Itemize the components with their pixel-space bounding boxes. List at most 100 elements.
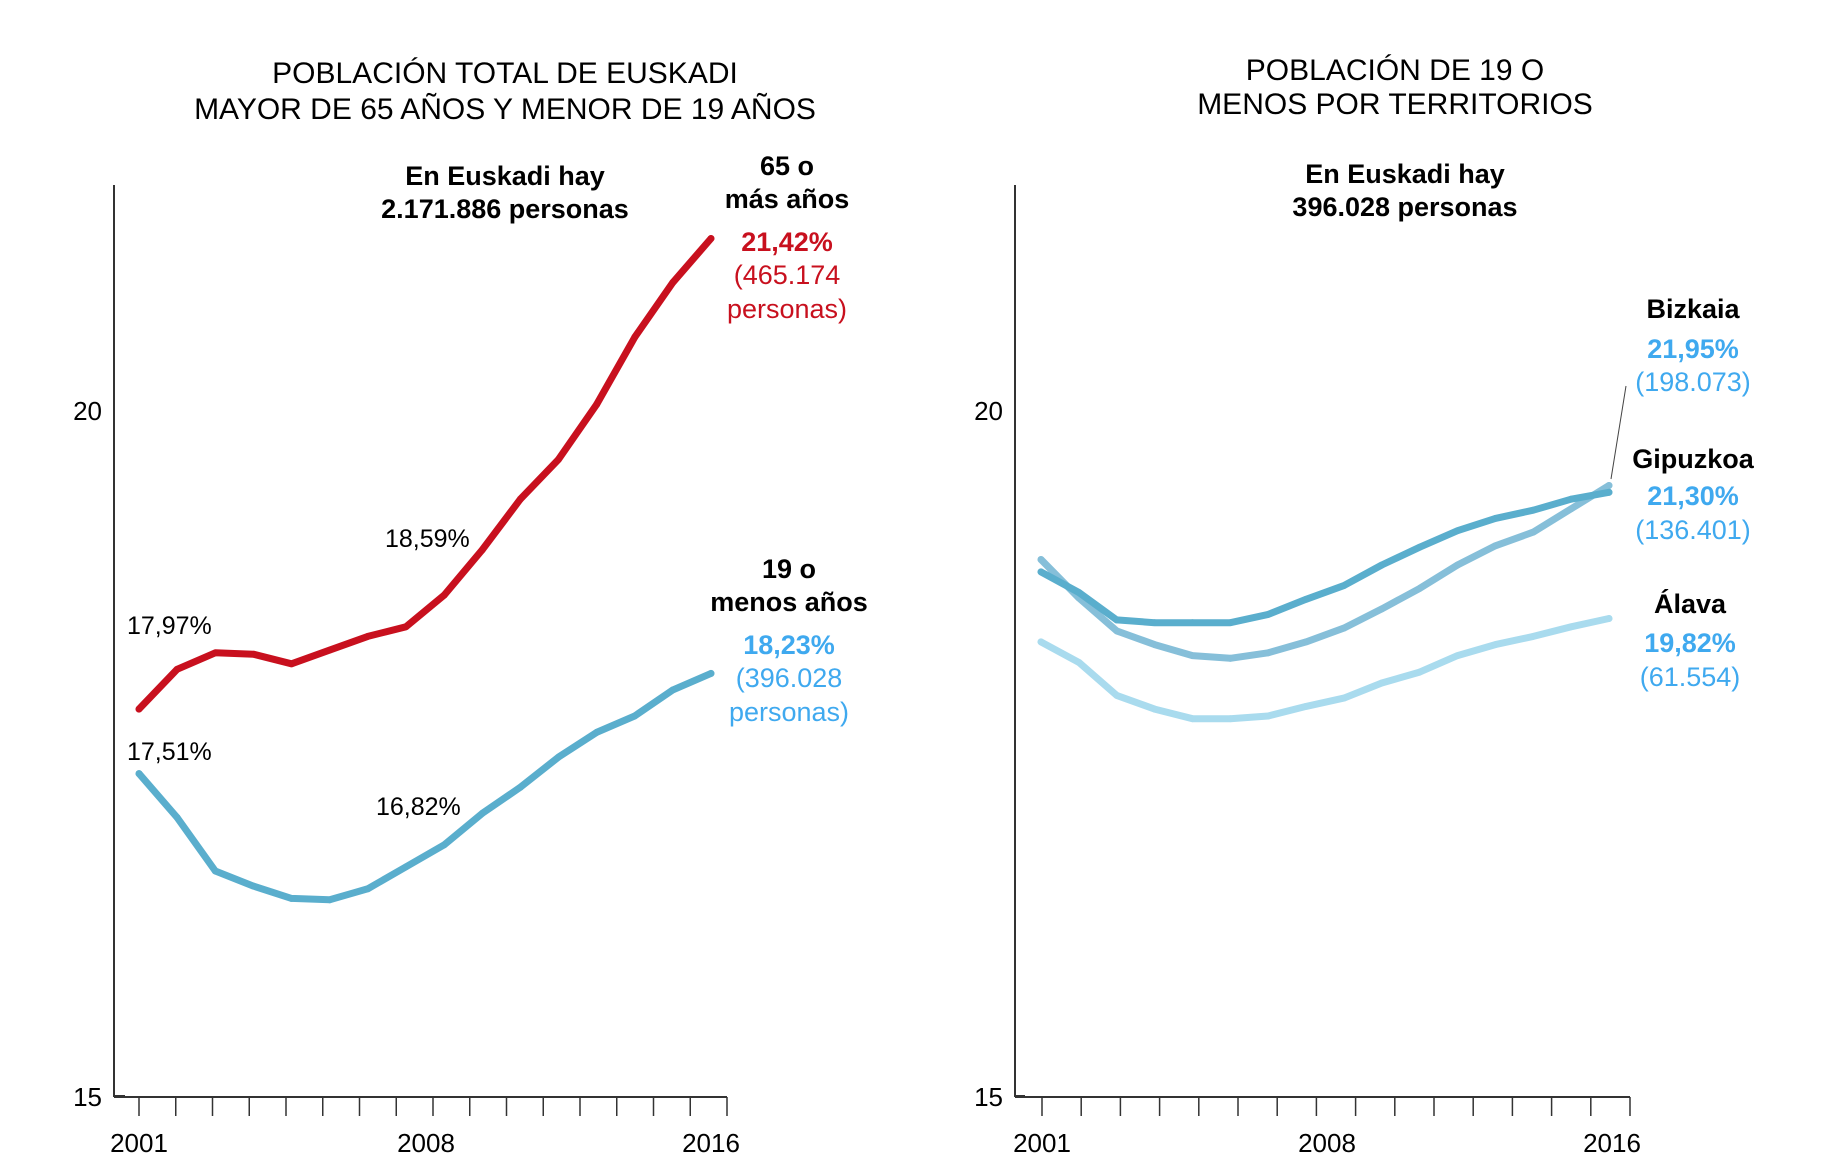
chart-right-x-ticks <box>1041 1097 1631 1116</box>
series-line-alava <box>1037 615 1613 723</box>
data-point-65-o-más-años-2016 <box>707 235 715 242</box>
data-point-gipuzkoa-2006 <box>1226 654 1234 662</box>
data-point-gipuzkoa-2005 <box>1189 652 1196 659</box>
data-point-65-o-más-años-2009 <box>440 591 448 599</box>
data-point-gipuzkoa-2007 <box>1264 649 1272 657</box>
data-point-65-o-más-años-2007 <box>364 632 372 640</box>
data-point-gipuzkoa-2015 <box>1567 505 1575 513</box>
data-point-álava-2014 <box>1529 632 1537 640</box>
data-point-gipuzkoa-2009 <box>1340 624 1348 632</box>
data-point-álava-2003 <box>1113 691 1121 699</box>
series-end-pct-alava: 19,82% <box>1644 628 1736 658</box>
series-end-count-19-line-2: personas) <box>729 697 849 727</box>
data-point-19-o-menos-años-2013 <box>593 729 600 736</box>
data-point-álava-2006 <box>1226 715 1234 723</box>
series-label-65-line-1: 65 o <box>760 151 814 181</box>
series-label-gipuzkoa: Gipuzkoa <box>1632 444 1754 474</box>
chart-right-x-tick-label-2016: 2016 <box>1583 1128 1641 1158</box>
data-point-gipuzkoa-2016 <box>1605 482 1613 489</box>
data-point-19-o-menos-años-2002 <box>173 814 181 821</box>
data-point-19-o-menos-años-2005 <box>288 895 295 902</box>
data-point-álava-2002 <box>1075 659 1083 666</box>
chart-right-title-line-2: MENOS POR TERRITORIOS <box>1197 88 1593 121</box>
chart-right-x-tick-label-2001: 2001 <box>1013 1128 1071 1158</box>
data-point-bizkaia-2015 <box>1567 495 1575 503</box>
series-end-count-65-line-1: (465.174 <box>734 260 841 290</box>
chart-left-y-tick-label-20: 20 <box>73 396 102 426</box>
data-point-19-o-menos-años-2014 <box>631 712 639 720</box>
chart-left-title-line-1: POBLACIÓN TOTAL DE EUSKADI <box>272 57 738 90</box>
data-point-álava-2010 <box>1378 679 1386 687</box>
data-point-álava-2005 <box>1189 715 1196 723</box>
series-label-65-line-2: más años <box>725 184 850 214</box>
chart-left-x-tick-label-2001: 2001 <box>110 1128 168 1158</box>
data-point-bizkaia-2012 <box>1454 527 1461 535</box>
data-point-álava-2007 <box>1264 712 1272 720</box>
chart-left-y-tick-label-15: 15 <box>73 1082 102 1112</box>
data-point-gipuzkoa-2008 <box>1302 638 1310 646</box>
data-point-bizkaia-2013 <box>1492 514 1499 522</box>
data-point-19-o-menos-años-2001 <box>135 770 143 777</box>
data-point-álava-2011 <box>1416 668 1424 676</box>
data-point-bizkaia-2006 <box>1226 619 1234 627</box>
data-point-álava-2012 <box>1454 652 1461 659</box>
series-end-count-alava: (61.554) <box>1640 662 1741 692</box>
data-point-gipuzkoa-2014 <box>1529 528 1537 536</box>
bizkaia-leader-line <box>1610 385 1627 480</box>
chart-left-subtitle-line-2: 2.171.886 personas <box>381 194 629 224</box>
series-end-count-bizkaia: (198.073) <box>1635 367 1751 397</box>
chart-right-subtitle-line-1: En Euskadi hay <box>1305 159 1505 189</box>
series-line-gipuzkoa <box>1037 482 1613 662</box>
data-point-65-o-más-años-2003 <box>211 649 219 657</box>
data-point-65-o-más-años-2010 <box>478 546 486 554</box>
data-point-gipuzkoa-2004 <box>1151 641 1158 649</box>
annotation-19-2008: 16,82% <box>376 793 461 821</box>
chart-left: POBLACIÓN TOTAL DE EUSKADI MAYOR DE 65 A… <box>73 57 868 1158</box>
chart-left-title-line-2: MAYOR DE 65 AÑOS Y MENOR DE 19 AÑOS <box>194 92 816 126</box>
series-label-19-line-2: menos años <box>710 587 868 617</box>
data-point-65-o-más-años-2015 <box>669 279 677 286</box>
data-point-65-o-más-años-2012 <box>555 455 562 463</box>
data-point-álava-2016 <box>1605 615 1613 622</box>
chart-right-title-line-1: POBLACIÓN DE 19 O <box>1246 54 1544 87</box>
data-point-19-o-menos-años-2003 <box>211 867 219 875</box>
data-point-65-o-más-años-2002 <box>173 665 181 673</box>
data-point-19-o-menos-años-2010 <box>478 809 486 817</box>
chart-left-x-tick-label-2008: 2008 <box>397 1128 455 1158</box>
series-end-pct-bizkaia: 21,95% <box>1647 334 1739 364</box>
series-line-65-o-mas <box>135 235 715 713</box>
series-end-pct-gipuzkoa: 21,30% <box>1647 481 1739 511</box>
annotation-19-2001: 17,51% <box>127 738 212 766</box>
chart-left-subtitle-line-1: En Euskadi hay <box>405 161 605 191</box>
data-point-álava-2004 <box>1151 705 1158 713</box>
data-point-65-o-más-años-2011 <box>516 495 524 503</box>
data-point-bizkaia-2010 <box>1378 561 1386 569</box>
series-end-pct-65: 21,42% <box>741 227 833 257</box>
series-label-19-line-1: 19 o <box>762 554 816 584</box>
data-point-65-o-más-años-2001 <box>135 705 143 713</box>
chart-right-x-tick-label-2008: 2008 <box>1298 1128 1356 1158</box>
data-point-19-o-menos-años-2004 <box>250 882 257 890</box>
data-point-álava-2008 <box>1302 702 1310 710</box>
series-end-count-gipuzkoa: (136.401) <box>1635 515 1751 545</box>
series-label-alava: Álava <box>1654 588 1727 619</box>
series-line-19-o-menos <box>135 669 715 904</box>
data-point-65-o-más-años-2005 <box>288 660 295 668</box>
chart-left-x-tick-label-2016: 2016 <box>682 1128 740 1158</box>
data-point-19-o-menos-años-2015 <box>669 686 677 694</box>
data-point-bizkaia-2016 <box>1605 488 1613 496</box>
data-point-bizkaia-2003 <box>1113 616 1121 624</box>
data-point-álava-2009 <box>1340 694 1348 702</box>
data-point-19-o-menos-años-2016 <box>707 670 715 677</box>
data-point-bizkaia-2001 <box>1037 568 1045 576</box>
data-point-gipuzkoa-2003 <box>1113 627 1121 635</box>
data-point-gipuzkoa-2013 <box>1492 542 1499 550</box>
data-point-65-o-más-años-2008 <box>402 623 410 631</box>
data-point-álava-2013 <box>1492 641 1499 649</box>
chart-right-y-tick-label-20: 20 <box>974 396 1003 426</box>
data-point-bizkaia-2002 <box>1075 589 1083 596</box>
data-point-bizkaia-2014 <box>1529 506 1537 514</box>
data-point-19-o-menos-años-2006 <box>326 896 334 904</box>
chart-right: POBLACIÓN DE 19 O MENOS POR TERRITORIOS … <box>974 54 1755 1158</box>
